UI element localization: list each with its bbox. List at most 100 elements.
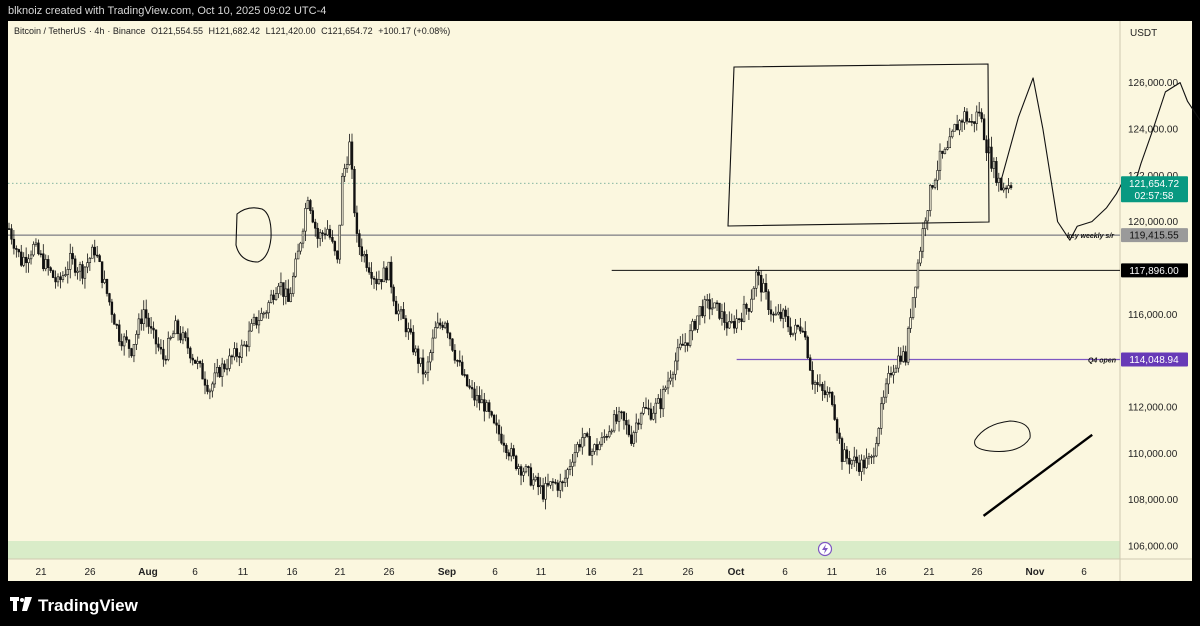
ohlc-low: L121,420.00 <box>265 26 316 36</box>
candle-body <box>752 287 756 300</box>
candle-body <box>845 449 849 459</box>
candle-body <box>164 358 167 361</box>
candle-body <box>848 457 851 465</box>
candle-body <box>61 275 65 280</box>
candle-body <box>781 309 785 319</box>
x-tick-label: Oct <box>728 567 745 578</box>
candle-body <box>321 232 324 235</box>
candle-body <box>830 391 834 405</box>
candle-body <box>326 228 329 236</box>
candle-body <box>98 255 101 262</box>
candle-body <box>338 224 341 260</box>
symbol-interval[interactable]: 4h <box>94 26 105 36</box>
candle-body <box>421 357 425 375</box>
candle-body <box>216 367 219 374</box>
candle-body <box>941 150 944 154</box>
candle-body <box>779 311 782 319</box>
candle-body <box>487 402 491 412</box>
candle-body <box>86 262 89 268</box>
candle-body <box>426 361 430 373</box>
candle-body <box>593 444 596 452</box>
candle-body <box>137 318 141 335</box>
candle-body <box>480 399 484 404</box>
x-tick-label: 26 <box>971 567 983 578</box>
candle-body <box>64 274 67 277</box>
candle-body <box>975 111 978 124</box>
candle-body <box>441 324 444 328</box>
august-box-drawing <box>235 207 272 263</box>
symbol-name[interactable]: Bitcoin / TetherUS <box>14 26 86 36</box>
candle-body <box>265 312 268 315</box>
candle-body <box>196 361 199 364</box>
candle-body <box>982 118 986 141</box>
candle-body <box>669 377 672 382</box>
candle-body <box>519 466 523 476</box>
candle-body <box>686 342 689 346</box>
candle-body <box>581 437 584 448</box>
candle-body <box>735 318 738 329</box>
candle-body <box>639 413 643 425</box>
candle-body <box>198 361 202 364</box>
candle-body <box>710 307 714 310</box>
candle-body <box>191 357 194 361</box>
y-tick-label: 116,000.00 <box>1128 310 1178 321</box>
candle-body <box>201 363 204 380</box>
candle-body <box>44 259 47 270</box>
candle-body <box>936 170 939 181</box>
candle-body <box>416 348 420 364</box>
candles <box>7 102 1013 510</box>
candle-body <box>142 309 145 325</box>
candle-body <box>247 330 251 348</box>
candle-body <box>720 311 724 319</box>
candle-body <box>348 141 351 165</box>
candle-body <box>610 430 613 433</box>
candle-body <box>703 299 707 317</box>
candle-body <box>510 448 513 457</box>
candle-body <box>546 483 550 486</box>
candle-body <box>566 469 569 479</box>
candle-body <box>916 262 920 288</box>
candle-body <box>135 333 138 345</box>
candle-body <box>208 390 212 393</box>
chart-area[interactable] <box>8 21 1192 581</box>
candle-body <box>801 330 805 333</box>
symbol-legend[interactable]: Bitcoin / TetherUS · 4h · Binance O121,554… <box>14 26 451 36</box>
candle-body <box>318 232 322 239</box>
candle-body <box>456 359 459 362</box>
candle-body <box>990 146 993 169</box>
key-weekly-sr-tag: 119,415.55 <box>1129 231 1179 242</box>
candle-body <box>862 459 866 469</box>
candle-body <box>83 266 87 279</box>
candle-body <box>585 433 589 437</box>
candle-body <box>218 367 221 377</box>
candle-body <box>473 388 476 401</box>
candle-body <box>889 373 893 376</box>
candle-body <box>894 367 898 373</box>
candle-body <box>294 258 297 277</box>
candle-body <box>287 288 290 302</box>
candle-body <box>517 466 520 469</box>
candle-body <box>1000 177 1003 191</box>
candle-body <box>358 233 361 248</box>
candle-body <box>453 349 457 361</box>
candle-body <box>12 238 16 249</box>
candle-body <box>544 483 547 500</box>
candle-body <box>713 302 716 309</box>
ohlc-high: H121,682.42 <box>208 26 261 36</box>
candle-body <box>617 411 621 422</box>
candle-body <box>928 185 932 211</box>
candle-body <box>206 384 209 392</box>
candle-body <box>598 443 601 451</box>
candle-body <box>786 316 790 328</box>
candle-body <box>559 481 562 491</box>
candle-body <box>649 408 653 420</box>
candle-body <box>69 253 72 270</box>
candle-body <box>507 452 510 457</box>
candle-body <box>826 391 829 396</box>
candle-body <box>583 433 586 438</box>
candle-body <box>414 348 417 353</box>
tradingview-logo[interactable]: TradingView <box>10 596 138 616</box>
candle-body <box>997 177 1001 183</box>
candle-body <box>992 161 996 169</box>
